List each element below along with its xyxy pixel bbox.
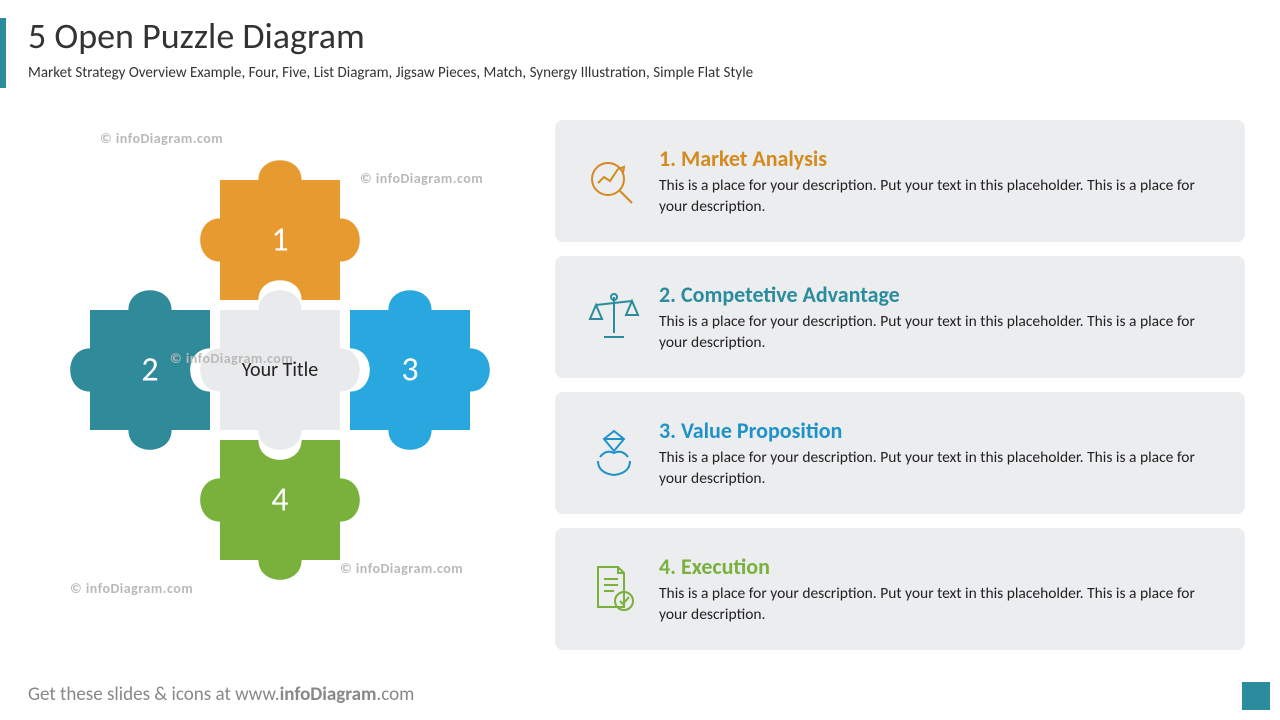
page-subtitle: Market Strategy Overview Example, Four, … — [28, 64, 1250, 82]
footer-credit: Get these slides & icons at www.infoDiag… — [28, 683, 414, 706]
puzzle-number-1: 1 — [250, 220, 310, 261]
card-title: 1. Market Analysis — [659, 145, 1223, 172]
card-desc: This is a place for your description. Pu… — [659, 448, 1223, 488]
card-desc: This is a place for your description. Pu… — [659, 312, 1223, 352]
execution-icon — [569, 557, 659, 621]
footer-suffix: .com — [376, 683, 414, 706]
footer-bold: infoDiagram — [280, 683, 377, 706]
page-title: 5 Open Puzzle Diagram — [28, 14, 1250, 58]
accent-square-bottom-right — [1242, 682, 1270, 710]
card-desc: This is a place for your description. Pu… — [659, 584, 1223, 624]
card-competitive-advantage: 2. Competetive Advantage This is a place… — [555, 256, 1245, 378]
puzzle-center-label: Your Title — [210, 358, 350, 382]
puzzle-number-2: 2 — [120, 350, 180, 391]
puzzle-number-3: 3 — [380, 350, 440, 391]
card-title: 2. Competetive Advantage — [659, 281, 1223, 308]
card-execution: 4. Execution This is a place for your de… — [555, 528, 1245, 650]
puzzle-diagram: 1 2 3 4 Your Title © infoDiagram.com © i… — [40, 120, 520, 620]
analysis-icon — [569, 149, 659, 213]
header: 5 Open Puzzle Diagram Market Strategy Ov… — [28, 14, 1250, 82]
scale-icon — [569, 285, 659, 349]
cards-list: 1. Market Analysis This is a place for y… — [555, 120, 1245, 650]
card-market-analysis: 1. Market Analysis This is a place for y… — [555, 120, 1245, 242]
puzzle-number-4: 4 — [250, 480, 310, 521]
card-desc: This is a place for your description. Pu… — [659, 176, 1223, 216]
card-value-proposition: 3. Value Proposition This is a place for… — [555, 392, 1245, 514]
footer-prefix: Get these slides & icons at www. — [28, 683, 280, 706]
value-icon — [569, 421, 659, 485]
card-title: 4. Execution — [659, 553, 1223, 580]
card-title: 3. Value Proposition — [659, 417, 1223, 444]
accent-bar-left — [0, 18, 6, 88]
